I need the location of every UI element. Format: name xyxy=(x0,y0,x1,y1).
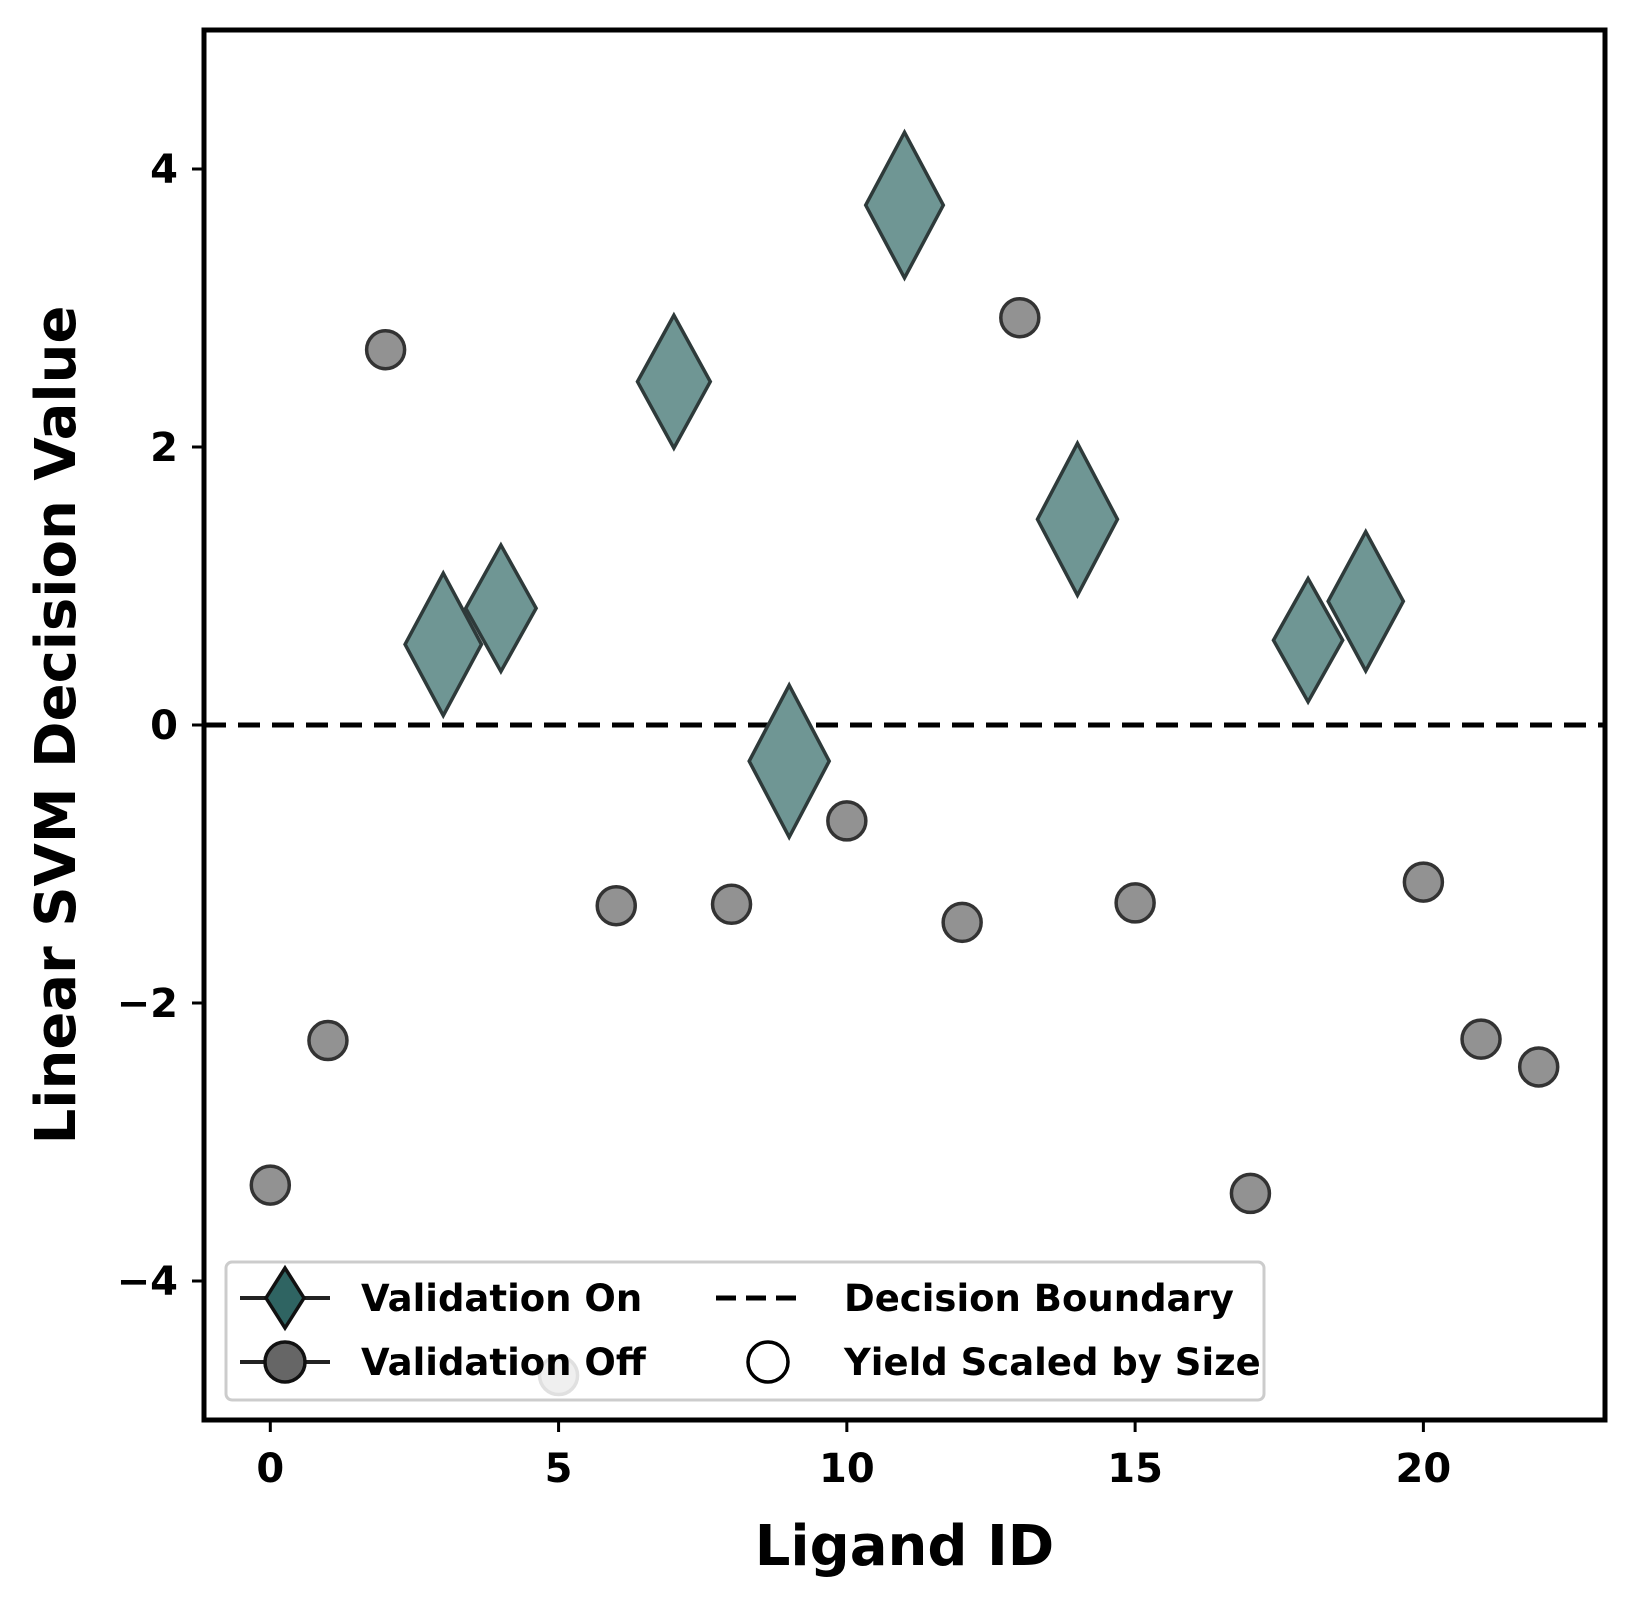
y-tick-label: −4 xyxy=(117,1259,178,1305)
validation-off-point xyxy=(1402,861,1445,903)
validation-off-point xyxy=(710,883,753,926)
legend: Validation On Decision Boundary Validation… xyxy=(224,1260,1266,1402)
x-axis-label: Ligand ID xyxy=(755,1514,1055,1579)
legend-yield-size-label: Yield Scaled by Size xyxy=(843,1341,1261,1384)
validation-off-point xyxy=(364,328,407,371)
y-axis-label: Linear SVM Decision Value xyxy=(24,306,89,1145)
x-tick-label: 5 xyxy=(545,1446,573,1492)
validation-on-point xyxy=(747,681,832,841)
validation-on-point xyxy=(403,569,484,720)
validation-off-point xyxy=(1517,1046,1560,1088)
legend-validation-on-label: Validation On xyxy=(361,1277,642,1320)
x-tick-label: 20 xyxy=(1396,1446,1452,1492)
x-tick-label: 10 xyxy=(819,1446,875,1492)
validation-off-point xyxy=(307,1019,349,1062)
legend-decision-boundary-label: Decision Boundary xyxy=(844,1277,1234,1320)
validation-on-point xyxy=(1271,575,1345,706)
validation-off-point xyxy=(1229,1172,1272,1215)
validation-on-point xyxy=(1326,528,1406,675)
validation-on-point xyxy=(463,541,539,676)
validation-off-point xyxy=(999,296,1041,339)
validation-off-point xyxy=(595,884,637,927)
legend-validation-off-circle-icon xyxy=(263,1340,307,1384)
validation-on-point xyxy=(635,311,713,452)
validation-off-point xyxy=(941,901,983,944)
axes: 0 5 10 15 20 −4 −2 0 2 4 Ligand ID Linear SVM Decis… xyxy=(24,27,1608,1579)
validation-off-point xyxy=(1114,882,1156,924)
legend-validation-off-label: Validation Off xyxy=(361,1341,647,1384)
x-tick-label: 15 xyxy=(1107,1446,1163,1492)
validation-on-point xyxy=(863,128,946,282)
y-tick-label: 4 xyxy=(150,147,178,193)
validation-off-point xyxy=(1460,1018,1502,1060)
legend-yield-size-circle-icon xyxy=(746,1340,790,1384)
legend-box xyxy=(224,1260,1266,1402)
y-tick-label: −2 xyxy=(117,981,178,1027)
validation-off-point xyxy=(249,1164,292,1206)
validation-off-point xyxy=(826,800,868,842)
y-tick-label: 2 xyxy=(150,425,178,471)
x-tick-label: 0 xyxy=(256,1446,284,1492)
validation-on-point xyxy=(1035,439,1120,600)
legend-validation-on-diamond-icon xyxy=(263,1264,307,1332)
y-tick-label: 0 xyxy=(150,703,178,749)
